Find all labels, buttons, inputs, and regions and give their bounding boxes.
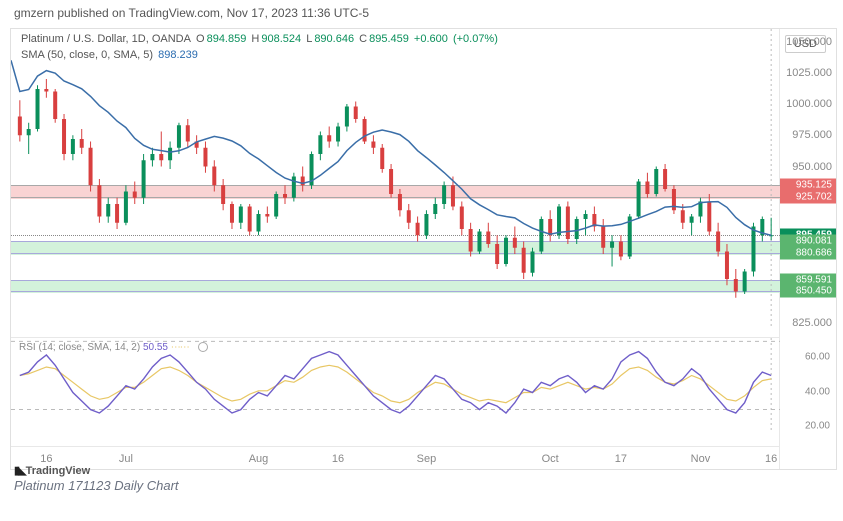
chart-container[interactable]: USD Platinum / U.S. Dollar, 1D, OANDA O8… — [10, 28, 837, 470]
publish-header: gmzern published on TradingView.com, Nov… — [0, 0, 843, 24]
tradingview-logo[interactable]: TradingView — [14, 464, 90, 477]
chart-frame: gmzern published on TradingView.com, Nov… — [0, 0, 843, 521]
price-panel[interactable] — [11, 29, 780, 329]
rsi-svg — [11, 338, 780, 430]
time-x-axis[interactable]: 16JulAug16SepOct17Nov16 — [11, 446, 780, 469]
plot-panels[interactable]: RSI (14; close, SMA, 14, 2) 50.55 ⋯⋯ — [11, 29, 780, 447]
rsi-panel[interactable]: RSI (14; close, SMA, 14, 2) 50.55 ⋯⋯ — [11, 337, 780, 430]
rsi-y-axis[interactable]: 60.0040.0020.00 — [780, 337, 836, 429]
price-svg — [11, 29, 780, 329]
chart-caption: Platinum 171123 Daily Chart — [14, 478, 179, 493]
